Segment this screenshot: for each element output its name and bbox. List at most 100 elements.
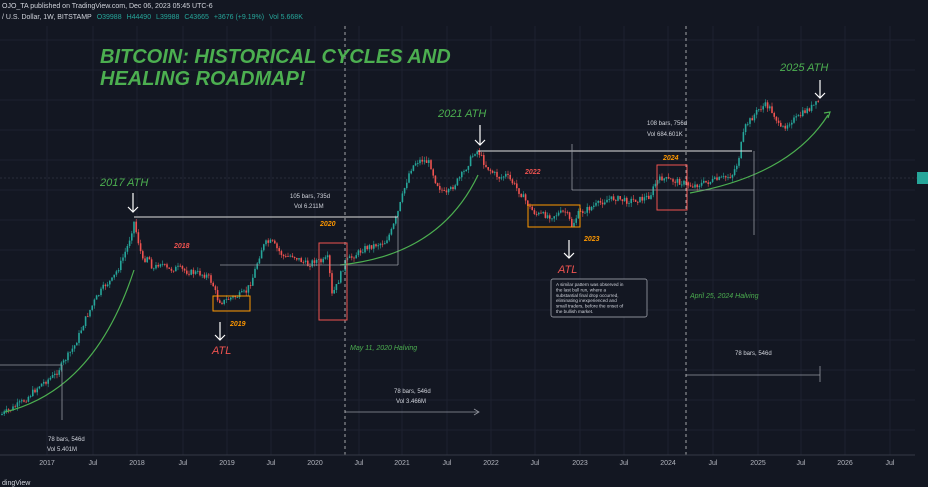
- candle-body: [93, 299, 96, 306]
- candle-body: [557, 212, 560, 216]
- label-year-2023: 2023: [583, 236, 600, 243]
- candle-body: [659, 176, 661, 181]
- candle-body: [71, 348, 74, 352]
- candle-body: [672, 179, 674, 182]
- x-tick-label: 2025: [750, 460, 766, 467]
- label-year-2019: 2019: [229, 321, 246, 328]
- candle-body: [260, 250, 263, 259]
- candle-body: [467, 166, 470, 170]
- candle-body: [729, 177, 731, 178]
- candle-body: [157, 264, 159, 267]
- candle-body: [608, 199, 610, 200]
- candle-body: [403, 188, 406, 194]
- volume-value: Vol 5.668K: [269, 14, 303, 21]
- candle-body: [551, 218, 553, 220]
- candle-body: [247, 285, 250, 293]
- candle-body: [601, 202, 604, 205]
- candle-body: [733, 169, 736, 176]
- candle-body: [408, 173, 410, 183]
- candle-body: [747, 123, 749, 125]
- candle-body: [472, 155, 474, 157]
- candle-body: [621, 199, 624, 202]
- candle-body: [56, 373, 58, 375]
- candle-body: [496, 171, 498, 178]
- candle-body: [282, 254, 285, 257]
- open-value: O39988: [96, 14, 122, 21]
- candle-body: [7, 409, 10, 411]
- candle-body: [452, 187, 454, 190]
- candle-body: [626, 197, 628, 204]
- candle-body: [348, 256, 351, 259]
- candle-body: [564, 211, 566, 213]
- candle-body: [58, 370, 60, 375]
- candle-body: [582, 211, 584, 214]
- candle-body: [269, 239, 272, 243]
- trend-curve-2021: [339, 174, 479, 266]
- candle-body: [804, 110, 806, 113]
- candle-body: [485, 164, 487, 168]
- candle-body: [469, 156, 472, 167]
- candle-body: [736, 165, 738, 170]
- candle-body: [417, 163, 419, 164]
- candle-body: [709, 181, 712, 184]
- candle-body: [210, 275, 212, 283]
- candle-body: [595, 202, 597, 206]
- candle-body: [375, 244, 377, 247]
- candle-body: [450, 187, 452, 189]
- candle-body: [1, 413, 3, 415]
- candle-body: [38, 386, 41, 389]
- candle-body: [5, 409, 8, 412]
- candle-body: [703, 180, 705, 183]
- candle-body: [676, 178, 679, 183]
- candle-body: [764, 102, 767, 107]
- candle-body: [777, 120, 780, 123]
- box-2019: [212, 295, 251, 312]
- candle-body: [161, 264, 164, 265]
- label-year-2024: 2024: [662, 155, 679, 162]
- candle-body: [18, 401, 21, 403]
- candle-body: [183, 268, 186, 271]
- candle-body: [82, 325, 85, 331]
- candle-body: [815, 101, 817, 105]
- candle-body: [80, 330, 82, 333]
- measure-arrow-b: [473, 408, 480, 416]
- x-tick-label: Jul: [797, 460, 806, 467]
- candle-body: [62, 360, 65, 363]
- candle-body: [722, 176, 725, 178]
- candle-body: [188, 273, 190, 275]
- candle-body: [637, 201, 639, 203]
- candle-body: [14, 406, 16, 408]
- candle-body: [652, 186, 654, 196]
- candle-body: [718, 176, 720, 180]
- candle-body: [236, 297, 239, 298]
- candle-body: [139, 243, 142, 252]
- label-atl-2023: ATL: [557, 264, 577, 276]
- candle-body: [280, 251, 283, 255]
- x-tick-label: 2023: [572, 460, 588, 467]
- candle-body: [397, 211, 399, 217]
- measure-e-bars: 78 bars, 546d: [48, 437, 85, 443]
- candle-body: [212, 282, 214, 287]
- candle-body: [522, 194, 525, 198]
- candle-body: [540, 212, 542, 214]
- candle-body: [553, 216, 555, 219]
- candle-body: [412, 165, 415, 171]
- candle-body: [791, 122, 793, 125]
- candle-body: [661, 176, 663, 181]
- candle-body: [60, 362, 63, 371]
- candle-body: [271, 239, 274, 241]
- candle-body: [425, 160, 428, 163]
- candle-body: [355, 255, 357, 259]
- candle-body: [335, 284, 338, 290]
- candle-body: [381, 243, 384, 245]
- candle-body: [291, 255, 294, 257]
- candle-body: [392, 223, 395, 229]
- candle-body: [331, 273, 333, 294]
- candle-body: [619, 196, 621, 200]
- low-value: L39988: [156, 14, 180, 21]
- candle-body: [434, 175, 437, 184]
- candle-body: [29, 396, 32, 397]
- candle-body: [474, 154, 476, 156]
- candle-body: [133, 221, 135, 234]
